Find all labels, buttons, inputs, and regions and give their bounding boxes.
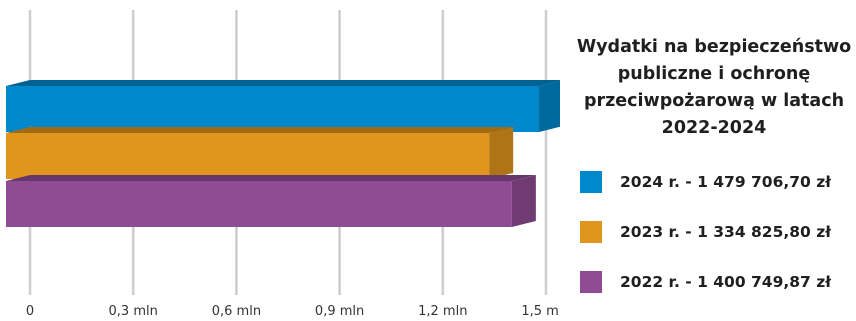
bar-2022	[6, 175, 536, 227]
chart-title: Wydatki na bezpieczeństwo publiczne i oc…	[576, 37, 852, 138]
legend-label-2022: 2022 r. - 1 400 749,87 zł	[620, 272, 831, 291]
bar-front-face	[6, 86, 540, 132]
x-tick-label: 1,5 mln	[521, 304, 560, 319]
bars	[6, 80, 560, 227]
legend-swatch-2023	[580, 220, 602, 243]
bar-top-face	[6, 80, 560, 86]
bar-2023	[6, 127, 514, 179]
legend-label-2024: 2024 r. - 1 479 706,70 zł	[620, 172, 831, 191]
bar-front-face	[6, 181, 512, 227]
bar-front-face	[6, 133, 490, 179]
x-axis-ticks: 0 0,3 mln 0,6 mln 0,9 mln 1,2 mln 1,5 mln	[26, 304, 560, 319]
legend-item-2023: 2023 r. - 1 334 825,80 zł	[580, 218, 856, 245]
legend-swatch-2022	[580, 270, 602, 293]
bar-side-face	[539, 80, 560, 132]
legend-label-2023: 2023 r. - 1 334 825,80 zł	[620, 222, 831, 241]
legend-item-2024: 2024 r. - 1 479 706,70 zł	[580, 168, 856, 195]
x-tick-label: 0,9 mln	[315, 304, 364, 319]
x-tick-label: 0,6 mln	[212, 304, 261, 319]
legend-panel: Wydatki na bezpieczeństwo publiczne i oc…	[560, 34, 856, 318]
bar-side-face	[511, 175, 536, 227]
bar-top-face	[6, 175, 536, 181]
x-tick-label: 0	[26, 304, 34, 319]
bar-2024	[6, 80, 560, 132]
x-tick-label: 0,3 mln	[109, 304, 158, 319]
legend-swatch-2024	[580, 170, 602, 193]
bar-side-face	[489, 127, 514, 179]
x-tick-label: 1,2 mln	[418, 304, 467, 319]
bar-top-face	[6, 127, 514, 133]
legend-item-2022: 2022 r. - 1 400 749,87 zł	[580, 268, 856, 295]
legend: 2024 r. - 1 479 706,70 zł 2023 r. - 1 33…	[560, 168, 856, 295]
bar-chart: 0 0,3 mln 0,6 mln 0,9 mln 1,2 mln 1,5 mln	[6, 10, 560, 319]
